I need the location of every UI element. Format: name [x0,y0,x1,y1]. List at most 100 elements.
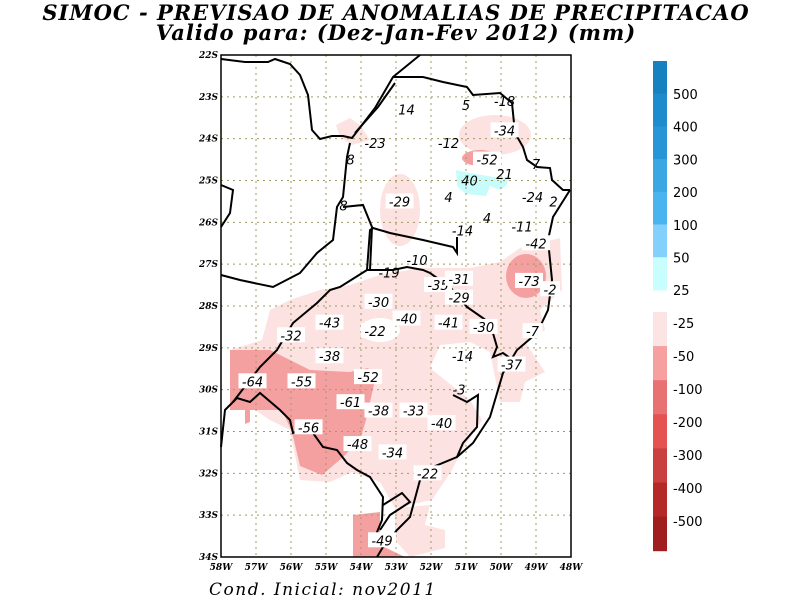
label-background [399,402,428,418]
label-background [392,310,421,326]
legend-label-positive: 25 [673,284,690,299]
border-line [220,184,235,228]
value-label-text: -43 [319,317,340,332]
label-background [364,402,393,418]
label-background [354,369,382,385]
legend-swatch-positive [653,224,667,258]
value-label: -11 [511,221,532,236]
value-label-text: 4 [483,212,491,227]
value-label-text: 2 [549,195,557,210]
label-background [540,281,560,297]
value-label: -32 [277,327,305,344]
border-line [354,82,396,134]
label-background [315,348,344,364]
value-label: -40 [392,310,421,328]
value-label: -19 [378,267,399,282]
lat-tick-label: 27S [198,260,219,270]
value-label-text: -29 [389,195,410,210]
value-label: -29 [445,289,473,307]
value-label: -30 [469,318,498,336]
value-label-text: -42 [525,237,546,252]
legend-swatch-positive [653,159,667,193]
lat-tick-label: 30S [199,386,219,396]
legend-label-positive: 50 [673,252,690,267]
value-label: 2 [549,195,557,210]
value-label: -34 [490,122,519,139]
value-label-text: -34 [494,124,515,139]
label-background [238,373,267,389]
coastline [376,189,571,558]
value-label: -34 [378,444,407,461]
shade-light-pink-west [380,174,420,246]
value-label-text: 5 [462,99,470,114]
label-background [515,272,543,288]
value-label-text: -2 [544,283,557,298]
value-label-text: -32 [280,329,301,344]
value-label-text: -38 [368,405,389,420]
label-background [518,189,547,205]
value-label-text: 14 [398,103,415,118]
value-label-text: -35 [427,279,448,294]
value-label-text: -24 [522,191,543,206]
lat-tick-label: 25S [198,177,219,187]
value-labels: 14 5 -18 -34 -23 -12 -52 7 8 40 21 4 -29 -24 2 8 -14 4 -11… [238,95,560,549]
value-label: -38 [364,402,393,420]
lat-tick-label: 33S [199,511,219,521]
value-label-text: -56 [298,421,319,436]
value-label-text: -52 [476,154,497,169]
legend-label-positive: 400 [673,121,698,136]
shade-light-pink-south-tip [395,505,445,557]
label-background [361,323,389,339]
value-label: -56 [294,419,323,436]
value-label: -55 [287,373,316,390]
legend-label-positive: 300 [673,153,698,168]
lat-tick-label: 29S [198,344,219,354]
label-background [385,193,414,209]
value-label-text: -40 [431,417,452,432]
legend-swatch-negative [653,516,667,552]
legend-swatch-negative [653,380,667,415]
map-axes: 22S23S24S25S26S27S28S29S30S31S32S33S34S5… [198,51,583,573]
value-label: -49 [368,532,396,549]
value-label: -48 [343,436,372,453]
legend-label-positive: 200 [673,186,698,201]
lon-tick-label: 55W [315,563,339,573]
lon-tick-label: 48W [560,563,584,573]
lat-tick-label: 28S [198,302,219,312]
value-label: -61 [336,394,365,411]
value-label: 8 [339,200,347,215]
legend-swatch-negative [653,414,667,449]
legend-label-negative: -100 [673,383,703,398]
lat-tick-label: 32S [199,469,219,479]
value-label: -30 [364,293,393,311]
lon-tick-label: 50W [490,563,514,573]
value-label: -2 [540,281,560,298]
value-label-text: -3 [453,384,466,399]
legend-label-negative: -200 [673,416,703,431]
value-label-text: 21 [496,168,513,183]
legend-swatch-negative [653,312,667,347]
color-legend: 500 400 300 200 100 50 25 -25 -50 -100 -200 -300 -40… [653,61,703,552]
value-label: -22 [413,465,442,482]
legend-swatch-positive [653,61,667,95]
label-background [445,270,473,286]
value-label-text: -18 [494,95,515,110]
lon-tick-label: 56W [280,563,304,573]
value-label-text: -37 [501,359,523,374]
label-background [277,327,305,343]
value-label-text: -52 [357,371,378,386]
value-label-text: -23 [364,137,385,152]
value-label: -38 [315,348,344,365]
value-label: -14 [452,225,473,240]
value-label-text: -7 [526,325,540,340]
label-background [469,318,498,334]
border-line [220,142,351,289]
value-label: -3 [453,384,466,399]
legend-label-negative: -300 [673,449,703,464]
label-background [434,314,463,330]
value-label-text: -30 [368,296,389,311]
value-label-text: -48 [347,438,368,453]
value-label: -12 [438,137,459,152]
border-line [342,203,374,271]
